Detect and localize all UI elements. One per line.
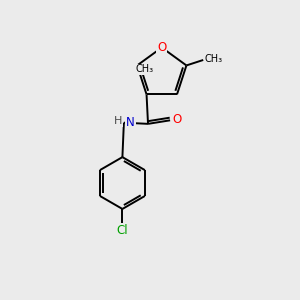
Text: O: O <box>157 41 167 54</box>
Text: O: O <box>172 113 181 126</box>
Text: N: N <box>126 116 135 129</box>
Text: CH₃: CH₃ <box>136 64 154 74</box>
Text: CH₃: CH₃ <box>205 53 223 64</box>
Text: H: H <box>114 116 122 127</box>
Text: Cl: Cl <box>117 224 128 237</box>
